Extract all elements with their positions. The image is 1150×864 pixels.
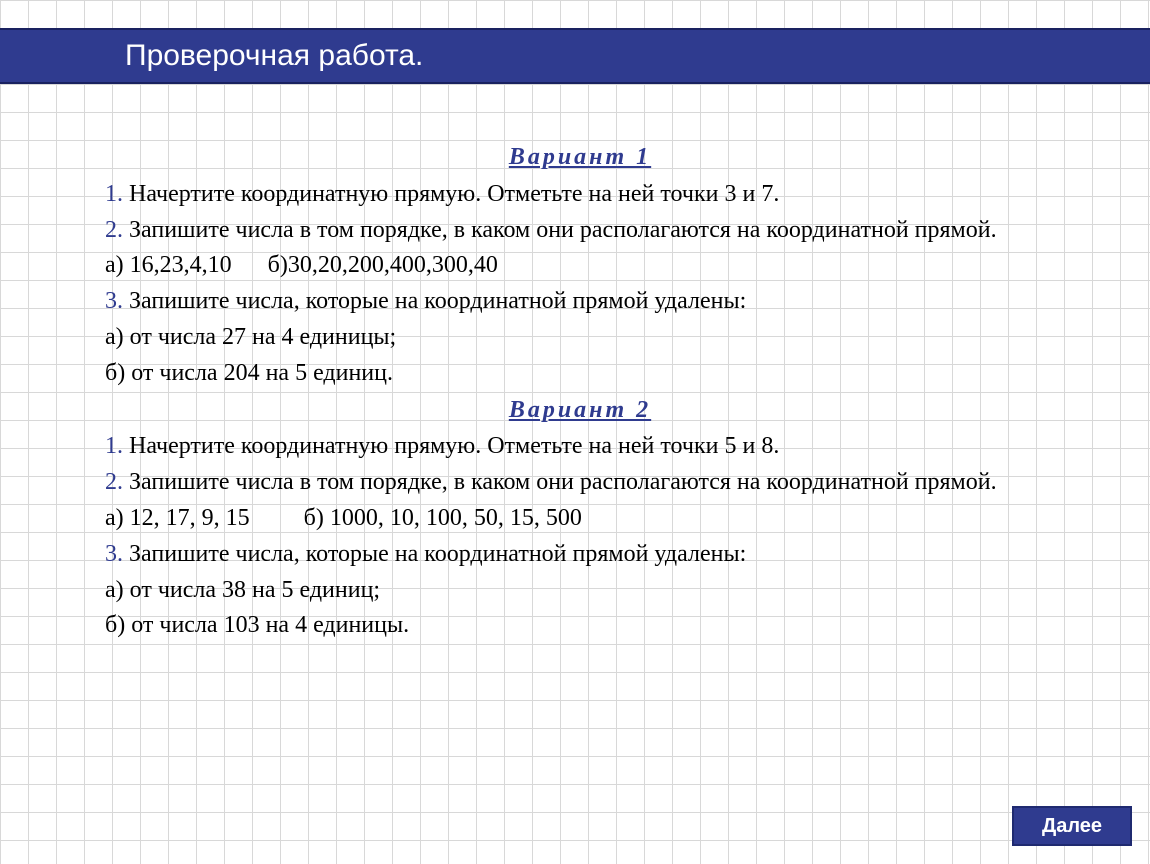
variant2-title: Вариант 2: [105, 393, 1055, 428]
header-bar: Проверочная работа.: [0, 28, 1150, 84]
v2-q2: 2. Запишите числа в том порядке, в каком…: [105, 465, 1055, 500]
task-number: 2.: [105, 469, 123, 495]
task-number: 3.: [105, 541, 123, 567]
v1-q2: 2. Запишите числа в том порядке, в каком…: [105, 213, 1055, 248]
task-text: Запишите числа, которые на координатной …: [123, 288, 746, 314]
task-text: Начертите координатную прямую. Отметьте …: [123, 181, 779, 207]
task-text: Запишите числа в том порядке, в каком он…: [123, 469, 997, 495]
v1-q2-a: а) 16,23,4,10 б)30,20,200,400,300,40: [105, 248, 1055, 283]
task-number: 1.: [105, 181, 123, 207]
task-text: Начертите координатную прямую. Отметьте …: [123, 433, 779, 459]
v2-q3-b: б) от числа 103 на 4 единицы.: [105, 608, 1055, 643]
v1-q1: 1. Начертите координатную прямую. Отметь…: [105, 177, 1055, 212]
task-text: Запишите числа, которые на координатной …: [123, 541, 746, 567]
task-text: Запишите числа в том порядке, в каком он…: [123, 217, 997, 243]
page-title: Проверочная работа.: [125, 39, 423, 73]
variant1-title: Вариант 1: [105, 140, 1055, 175]
v2-q3-a: а) от числа 38 на 5 единиц;: [105, 573, 1055, 608]
next-button[interactable]: Далее: [1012, 806, 1132, 846]
v2-q2-a: а) 12, 17, 9, 15 б) 1000, 10, 100, 50, 1…: [105, 501, 1055, 536]
v1-q3-a: а) от числа 27 на 4 единицы;: [105, 320, 1055, 355]
next-button-label: Далее: [1042, 815, 1102, 838]
v2-q1: 1. Начертите координатную прямую. Отметь…: [105, 429, 1055, 464]
task-number: 2.: [105, 217, 123, 243]
v1-q3: 3. Запишите числа, которые на координатн…: [105, 284, 1055, 319]
content-area: Вариант 1 1. Начертите координатную прям…: [105, 140, 1055, 644]
v2-q3: 3. Запишите числа, которые на координатн…: [105, 537, 1055, 572]
v1-q3-b: б) от числа 204 на 5 единиц.: [105, 356, 1055, 391]
task-number: 3.: [105, 288, 123, 314]
task-number: 1.: [105, 433, 123, 459]
